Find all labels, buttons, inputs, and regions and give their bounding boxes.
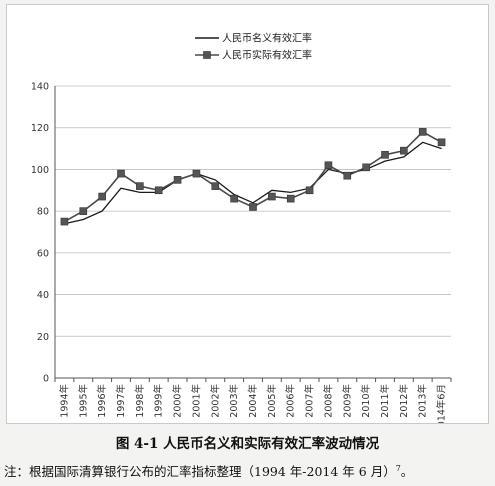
series-point [211, 182, 220, 190]
y-tick-label-0: 0 [43, 374, 49, 385]
series-point [136, 182, 144, 190]
series-point [400, 146, 408, 155]
x-tick-label: 1999年 [153, 384, 165, 418]
y-tick-label-20: 20 [37, 332, 49, 343]
x-tick-label: 2013年 [417, 384, 429, 418]
note-text: 注：根据国际清算银行公布的汇率指标整理（1994 年-2014 年 6 月） [4, 464, 396, 479]
series-point [381, 151, 389, 159]
y-tick-label-60: 60 [37, 248, 49, 259]
series-point [192, 169, 201, 178]
x-tick-label: 1998年 [134, 384, 146, 418]
gridlines [55, 85, 451, 337]
series-point [324, 161, 333, 170]
series-point [362, 163, 370, 172]
x-tick-label: 1994年 [58, 384, 70, 418]
x-tick-label: 2006年 [285, 384, 297, 418]
y-tick-label-100: 100 [31, 165, 49, 176]
series-point [117, 169, 125, 178]
series-point [437, 138, 446, 147]
series [60, 128, 446, 226]
legend-label-1: 人民币实际有效汇率 [222, 49, 312, 62]
note-end: 。 [400, 464, 414, 479]
series-point [268, 192, 276, 201]
y-tick-label-40: 40 [37, 290, 49, 301]
legend-marker [203, 51, 211, 59]
x-tick-label: 2001年 [190, 384, 202, 418]
series-point [79, 207, 88, 215]
y-tick-label-120: 120 [31, 123, 49, 134]
x-tick-label: 2011年 [379, 384, 391, 418]
series-point [60, 217, 69, 226]
x-tick-label: 2010年 [360, 384, 372, 418]
x-tick-label: 1995年 [77, 384, 89, 418]
figure-caption: 图 4-1 人民币名义和实际有效汇率波动情况 [115, 436, 380, 452]
x-tick-label: 2008年 [322, 384, 334, 418]
series-line-0 [64, 141, 442, 225]
series-point [98, 192, 106, 201]
series-point [343, 171, 352, 180]
series-point [305, 186, 314, 195]
series-point [230, 194, 238, 203]
x-tick-label: 2007年 [304, 384, 316, 418]
note-footnote-mark: 7 [395, 463, 401, 473]
exchange-rate-line-chart: 0 20 40 60 80 100 120 140 1994年 1995年 1996年 1997年 19… [31, 32, 452, 423]
x-tick-label: 2000年 [172, 384, 184, 418]
y-tick-label-140: 140 [31, 82, 49, 93]
series-point [418, 128, 427, 136]
series-point [154, 186, 163, 195]
figure-note: 注：根据国际清算银行公布的汇率指标整理（1994 年-2014 年 6 月）7。 [4, 461, 491, 480]
y-tick-label-80: 80 [37, 207, 49, 218]
legend-label-0: 人民币名义有效汇率 [222, 32, 312, 45]
x-tick-label: 2003年 [228, 384, 240, 418]
x-tick-label: 2012年 [398, 384, 410, 418]
axes: 0 20 40 60 80 100 120 140 1994年 1995年 1996年 1997年 19… [31, 82, 452, 423]
series-point [249, 203, 257, 211]
series-point [173, 176, 182, 184]
x-tick-label: 2005年 [266, 384, 278, 418]
series-point [286, 194, 295, 203]
chart-frame: 0 20 40 60 80 100 120 140 1994年 1995年 1996年 1997年 19… [6, 4, 489, 424]
x-tick-label: 2002年 [209, 384, 221, 418]
x-tick-label: 1996年 [96, 384, 108, 418]
x-tick-label: 2014年6月 [436, 384, 448, 423]
x-tick-label: 1997年 [115, 384, 127, 418]
x-tick-label: 2004年 [247, 384, 259, 418]
x-tick-label: 2009年 [341, 384, 353, 418]
